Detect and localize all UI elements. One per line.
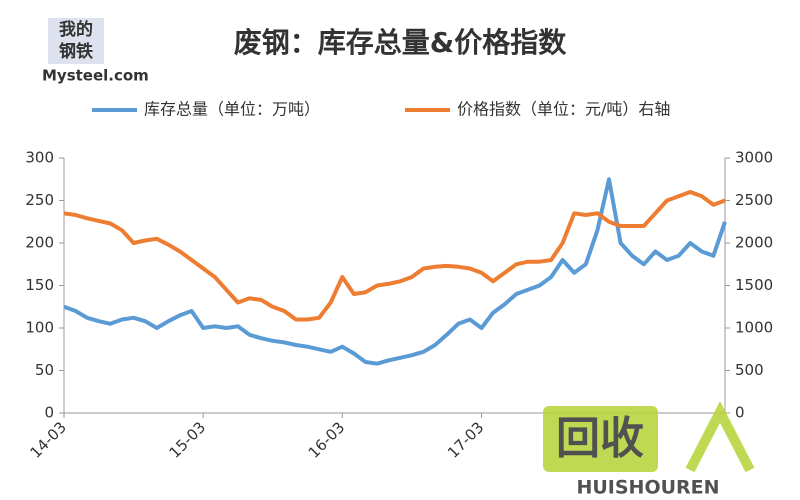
- y2-tick-label: 1500: [735, 276, 773, 294]
- y-tick-label: 150: [25, 276, 54, 294]
- logo-site: Mysteel.com: [42, 67, 149, 85]
- watermark: 回收 HUISHOUREN: [543, 401, 755, 499]
- legend-label: 价格指数（单位：元/吨）右轴: [457, 100, 670, 119]
- y2-tick-label: 2000: [735, 234, 773, 252]
- series-line: [63, 190, 726, 322]
- y2-tick-label: 1000: [735, 319, 773, 337]
- y-tick-label: 200: [25, 234, 54, 252]
- y-tick-label: 100: [25, 319, 54, 337]
- y-tick-label: 50: [35, 361, 54, 379]
- y2-tick-label: 0: [735, 404, 745, 422]
- y-tick-label: 300: [25, 149, 54, 167]
- logo-bottom: 钢铁: [59, 41, 93, 62]
- logo-top: 我的: [59, 19, 93, 40]
- legend-label: 库存总量（单位：万吨）: [144, 100, 320, 119]
- watermark-text: 回收: [556, 413, 644, 464]
- logo-box: [48, 18, 104, 64]
- chart-title: 废钢：库存总量&价格指数: [234, 26, 567, 59]
- series-line: [63, 177, 727, 366]
- watermark-box: [543, 406, 658, 472]
- y2-tick-label: 500: [735, 361, 764, 379]
- y2-tick-label: 2500: [735, 191, 773, 209]
- y-tick-label: 250: [25, 191, 54, 209]
- y-tick-label: 0: [44, 404, 54, 422]
- y2-tick-label: 3000: [735, 149, 773, 167]
- watermark-sub: HUISHOUREN: [576, 477, 719, 499]
- watermark-icon: [685, 401, 755, 473]
